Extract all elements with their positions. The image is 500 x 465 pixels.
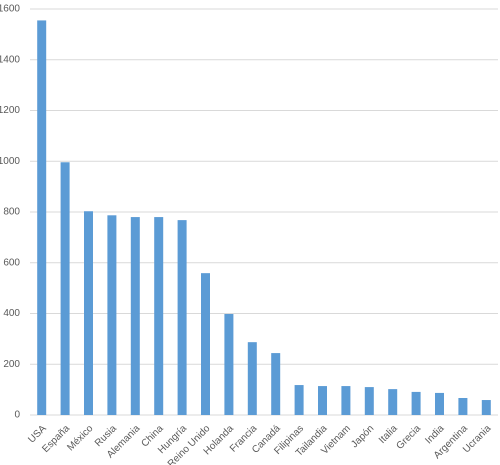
bar xyxy=(481,400,491,415)
bar xyxy=(201,273,210,415)
y-tick-label: 0 xyxy=(14,410,20,421)
bar xyxy=(247,342,257,415)
bar xyxy=(224,314,234,415)
bar xyxy=(177,220,187,415)
bar xyxy=(37,20,47,415)
bar xyxy=(271,353,281,415)
bar xyxy=(107,215,117,415)
y-tick-label: 1000 xyxy=(0,156,20,167)
bar xyxy=(341,386,351,415)
x-tick-label: Grecia xyxy=(394,423,423,452)
bar xyxy=(130,217,140,415)
bar xyxy=(318,386,327,415)
bar xyxy=(411,391,421,415)
bar xyxy=(458,397,468,415)
y-tick-label: 1200 xyxy=(0,105,20,116)
x-tick-label: Japón xyxy=(349,423,376,450)
y-tick-label: 1400 xyxy=(0,54,20,65)
y-tick-label: 1600 xyxy=(0,4,20,15)
bar xyxy=(388,389,398,415)
bar xyxy=(84,211,93,415)
y-tick-label: 200 xyxy=(3,359,20,370)
x-tick-label: México xyxy=(65,423,95,453)
y-tick-label: 600 xyxy=(3,257,20,268)
bar xyxy=(364,387,374,415)
bar xyxy=(154,217,164,415)
bar xyxy=(60,162,70,415)
y-tick-label: 800 xyxy=(3,207,20,218)
bar xyxy=(294,385,304,415)
bar xyxy=(435,392,444,415)
y-tick-label: 400 xyxy=(3,308,20,319)
